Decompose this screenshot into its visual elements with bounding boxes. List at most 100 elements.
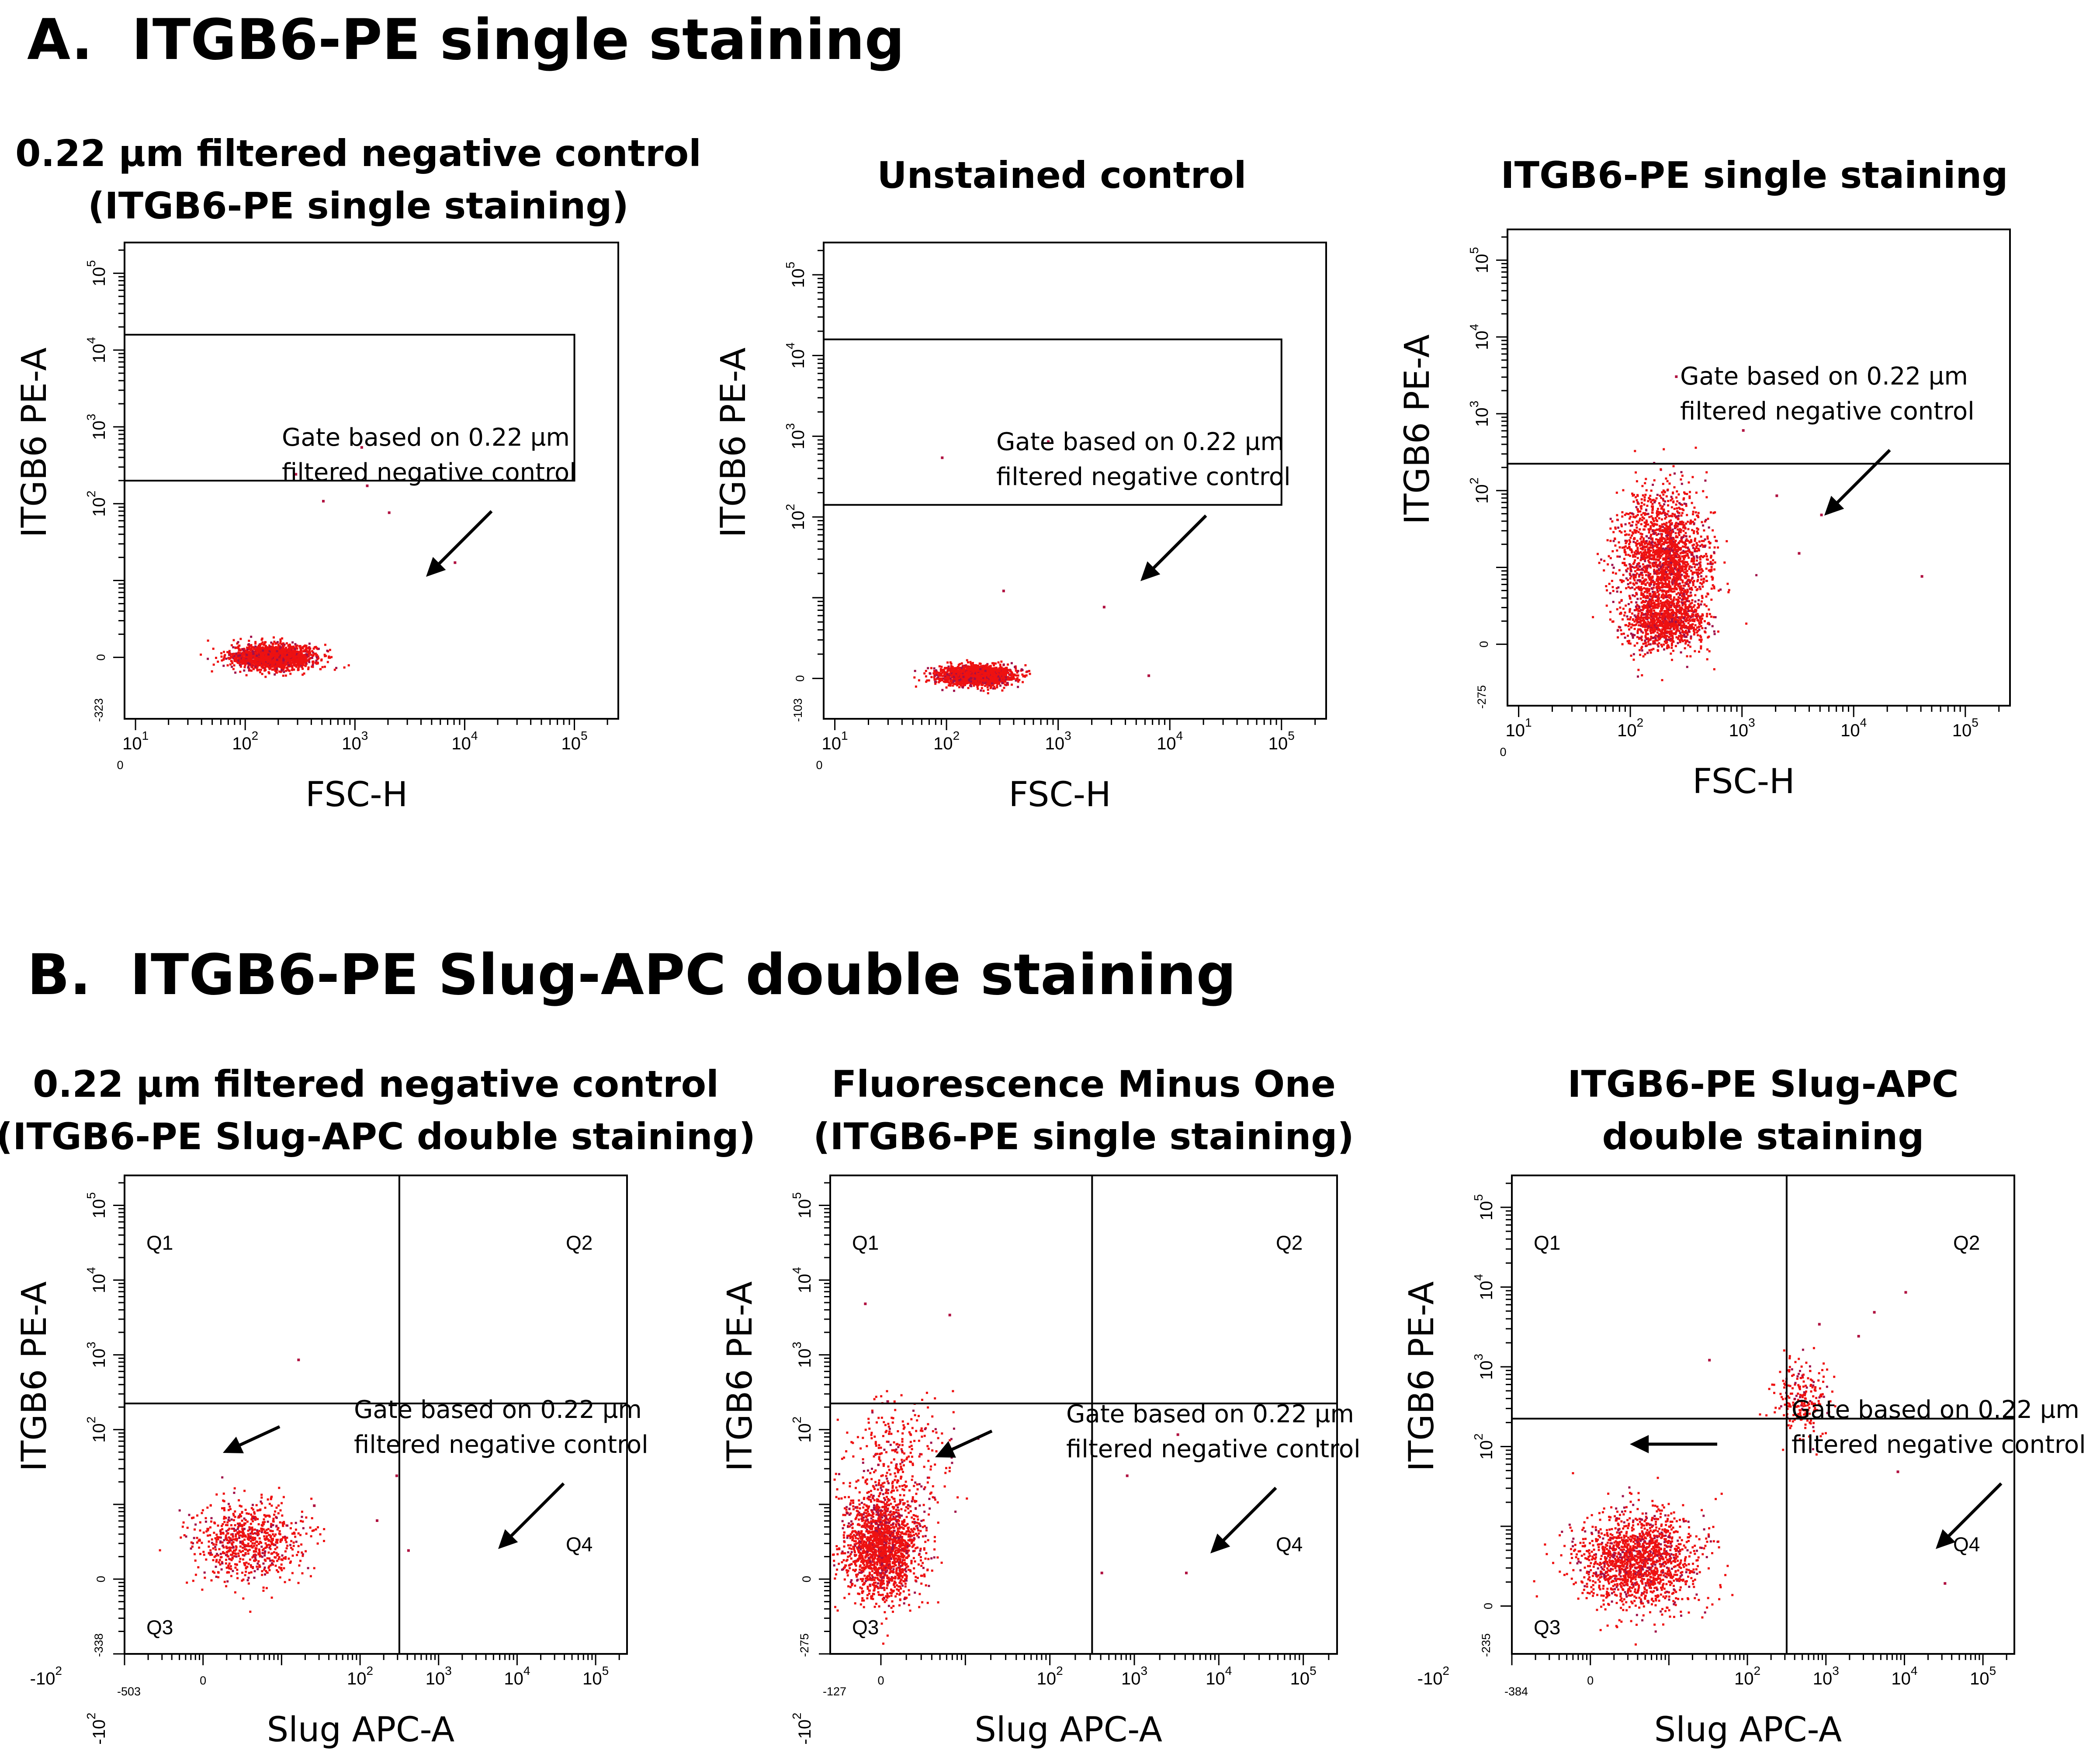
scatter-point [1665,516,1667,518]
scatter-point [224,654,226,656]
scatter-point [305,645,308,647]
scatter-point [296,660,298,663]
scatter-point [303,659,306,662]
scatter-point [1651,537,1654,540]
scatter-point [981,670,983,672]
scatter-point [1681,595,1683,597]
scatter-point [1693,580,1695,582]
scatter-point [270,665,272,668]
scatter-point [1710,598,1713,601]
scatter-point [272,642,274,645]
scatter-point [290,659,293,662]
scatter-point [261,651,264,654]
scatter-point [1665,477,1667,480]
scatter-point [973,683,976,685]
scatter-point [951,665,954,668]
scatter-point [1643,553,1646,556]
scatter-point [970,668,973,670]
scatter-point [996,682,998,685]
scatter-point [243,669,246,672]
scatter-outlier [388,511,391,514]
scatter-point [312,651,315,654]
scatter-point [1641,674,1643,676]
scatter-point [1018,679,1021,681]
scatter-point [948,681,950,684]
scatter-point [1628,534,1630,536]
scatter-point [1686,570,1688,572]
scatter-point [242,656,245,659]
scatter-point [239,665,242,668]
scatter-point [1660,551,1662,554]
scatter-point [1650,579,1653,581]
scatter-point [1639,532,1642,535]
scatter-point [1682,536,1685,538]
scatter-point [933,675,936,677]
x-tick-label-text: 102 [232,729,258,753]
scatter-point [1641,533,1643,535]
scatter-point [294,648,297,650]
scatter-point [1677,596,1680,599]
scatter-point [258,658,261,661]
scatter-point [1713,586,1715,588]
scatter-point [271,665,274,668]
scatter-point [1637,567,1639,570]
scatter-point [1703,529,1705,532]
scatter-point [308,650,311,653]
scatter-point [957,674,960,677]
scatter-point [1643,616,1646,619]
scatter-point [248,657,251,660]
scatter-point [990,670,992,672]
scatter-point [250,644,253,646]
scatter-point [252,652,255,655]
scatter-point [315,647,318,649]
scatter-point [292,662,295,664]
scatter-point [1682,521,1684,524]
scatter-point [1639,559,1642,561]
scatter-point [1687,528,1690,530]
scatter-point [1663,575,1665,578]
scatter-point [282,645,285,647]
scatter-point [296,662,299,665]
scatter-point [935,672,938,674]
scatter-point [1643,587,1646,589]
scatter-point [1004,683,1006,686]
scatter-point [286,663,288,665]
y-tick-label-text: 0 [794,675,807,682]
x-tick-label-text: 104 [1157,729,1183,753]
scatter-point [255,648,258,651]
scatter-point [977,682,979,684]
scatter-point [1663,541,1666,544]
scatter-point [286,659,289,662]
scatter-point [262,655,264,657]
scatter-point [268,666,271,669]
scatter-point [963,679,966,681]
scatter-point [942,675,944,677]
scatter-point [969,672,972,674]
scatter-point [305,646,308,649]
scatter-point [1653,581,1656,583]
annotation-line: Gate based on 0.22 µm [282,423,570,452]
scatter-point [1661,584,1663,587]
scatter-point [280,667,283,670]
scatter-point [1633,551,1636,554]
scatter-point [1698,604,1700,607]
scatter-point [1662,499,1665,502]
scatter-point [968,677,971,680]
scatter-point [257,645,260,648]
scatter-point [938,674,940,676]
scatter-point [1676,579,1678,582]
scatter-point [992,662,995,665]
scatter-point [259,664,261,667]
scatter-point [1622,580,1625,582]
x-tick-label: 104 [451,729,478,753]
scatter-point [1008,669,1010,672]
scatter-point [1632,541,1635,543]
scatter-point [1704,479,1707,482]
scatter-point [291,641,294,644]
scatter-point [298,665,300,667]
scatter-point [247,648,250,651]
scatter-point [220,652,223,655]
scatter-point [941,669,943,671]
scatter-point [1656,514,1659,516]
scatter-point [1670,598,1672,600]
